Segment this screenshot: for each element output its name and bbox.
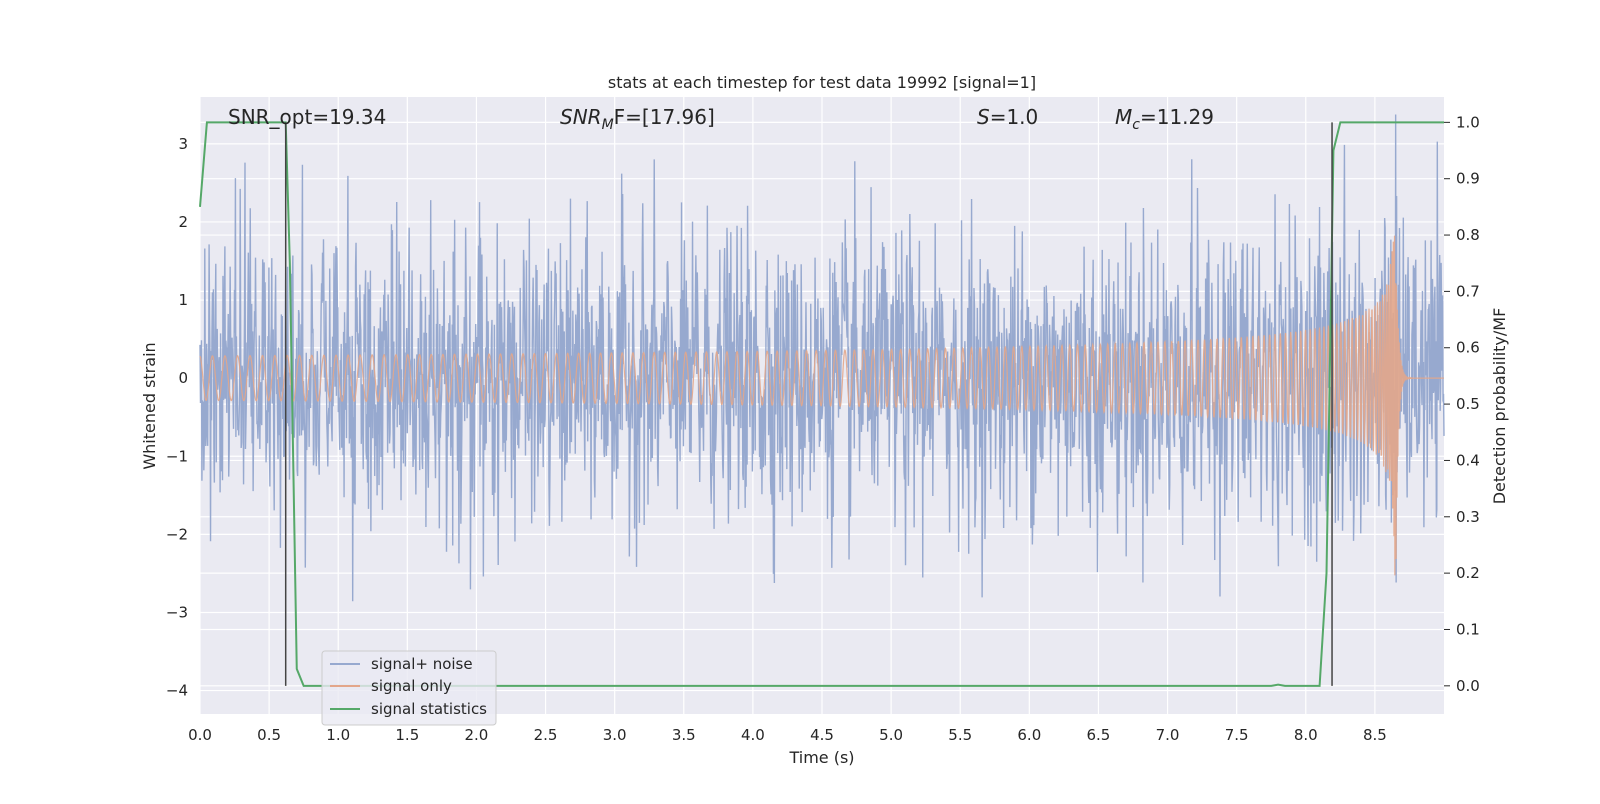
annotation-snr-mf-main: SNR [560, 105, 602, 129]
legend-label-signal-noise: signal+ noise [371, 655, 473, 673]
y2-tick-label-1: 0.1 [1456, 620, 1480, 638]
x-axis-label: Time (s) [788, 748, 854, 767]
annotation-snr-mf-rest: F=[17.96] [614, 105, 715, 129]
legend-label-signal-statistics: signal statistics [371, 700, 487, 718]
annotation-snr-opt: SNR_opt=19.34 [228, 105, 386, 129]
y2-tick-label-5: 0.5 [1456, 395, 1480, 413]
y-tick-label-6: 2 [178, 213, 188, 231]
x-tick-label-4: 2.0 [465, 726, 489, 744]
y-tick-label-4: 0 [178, 369, 188, 387]
y-tick-label-3: −1 [166, 447, 188, 465]
y-tick-label-1: −3 [166, 603, 188, 621]
annotation-mc: Mc=11.29 [1115, 105, 1214, 133]
ticks: 0.0 0.5 1.0 1.5 2.0 2.5 3.0 3.5 4.0 4.5 5.0 5.5 6.0 6… [166, 113, 1480, 744]
x-tick-label-12: 6.0 [1017, 726, 1041, 744]
x-tick-label-11: 5.5 [948, 726, 972, 744]
y-tick-label-2: −2 [166, 525, 188, 543]
x-tick-label-8: 4.0 [741, 726, 765, 744]
legend: signal+ noise signal only signal statist… [321, 650, 497, 726]
y-axis-label: Whitened strain [140, 342, 159, 469]
legend-label-signal-only: signal only [371, 677, 452, 695]
annotation-s-rest: =1.0 [990, 105, 1039, 129]
x-tick-label-6: 3.0 [603, 726, 627, 744]
x-tick-label-15: 7.5 [1225, 726, 1249, 744]
y2-tick-label-8: 0.8 [1456, 226, 1480, 244]
y2-tick-label-7: 0.7 [1456, 282, 1480, 300]
annotation-snr-mf: SNRMF=[17.96] [560, 105, 715, 133]
series-signal-statistics-line [199, 121, 1444, 687]
y2-tick-label-10: 1.0 [1456, 113, 1480, 131]
annotation-mc-sub: c [1132, 117, 1140, 133]
x-tick-label-14: 7.0 [1156, 726, 1180, 744]
annotation-mc-rest: =11.29 [1140, 105, 1214, 129]
annotation-s-main: S [977, 105, 990, 129]
x-tick-label-7: 3.5 [672, 726, 696, 744]
x-tick-label-16: 8.0 [1294, 726, 1318, 744]
chart-title: stats at each timestep for test data 199… [608, 73, 1036, 92]
x-tick-label-3: 1.5 [395, 726, 419, 744]
y2-tick-label-0: 0.0 [1456, 677, 1480, 695]
x-tick-label-9: 4.5 [810, 726, 834, 744]
y-tick-label-0: −4 [166, 682, 188, 700]
x-tick-label-10: 5.0 [879, 726, 903, 744]
y2-tick-label-9: 0.9 [1456, 170, 1480, 188]
y2-tick-label-4: 0.4 [1456, 451, 1480, 469]
y-tick-label-7: 3 [178, 135, 188, 153]
y2-tick-label-6: 0.6 [1456, 339, 1480, 357]
annotation-snr-mf-sub: M [602, 117, 614, 133]
annotation-s: S=1.0 [977, 105, 1038, 129]
y2-tick-label-2: 0.2 [1456, 564, 1480, 582]
series-layer [199, 114, 1445, 687]
y2-axis-label: Detection probability/MF [1490, 308, 1509, 505]
x-tick-label-0: 0.0 [188, 726, 212, 744]
series-signal-only-line [199, 235, 1444, 576]
vertical-lines [284, 122, 1333, 686]
x-tick-label-1: 0.5 [257, 726, 281, 744]
x-tick-label-17: 8.5 [1363, 726, 1387, 744]
x-tick-label-5: 2.5 [534, 726, 558, 744]
annotation-mc-main: M [1115, 105, 1132, 129]
y2-tick-label-3: 0.3 [1456, 508, 1480, 526]
legend-box [321, 650, 497, 726]
x-tick-label-13: 6.5 [1087, 726, 1111, 744]
y-tick-label-5: 1 [178, 291, 188, 309]
x-tick-label-2: 1.0 [326, 726, 350, 744]
